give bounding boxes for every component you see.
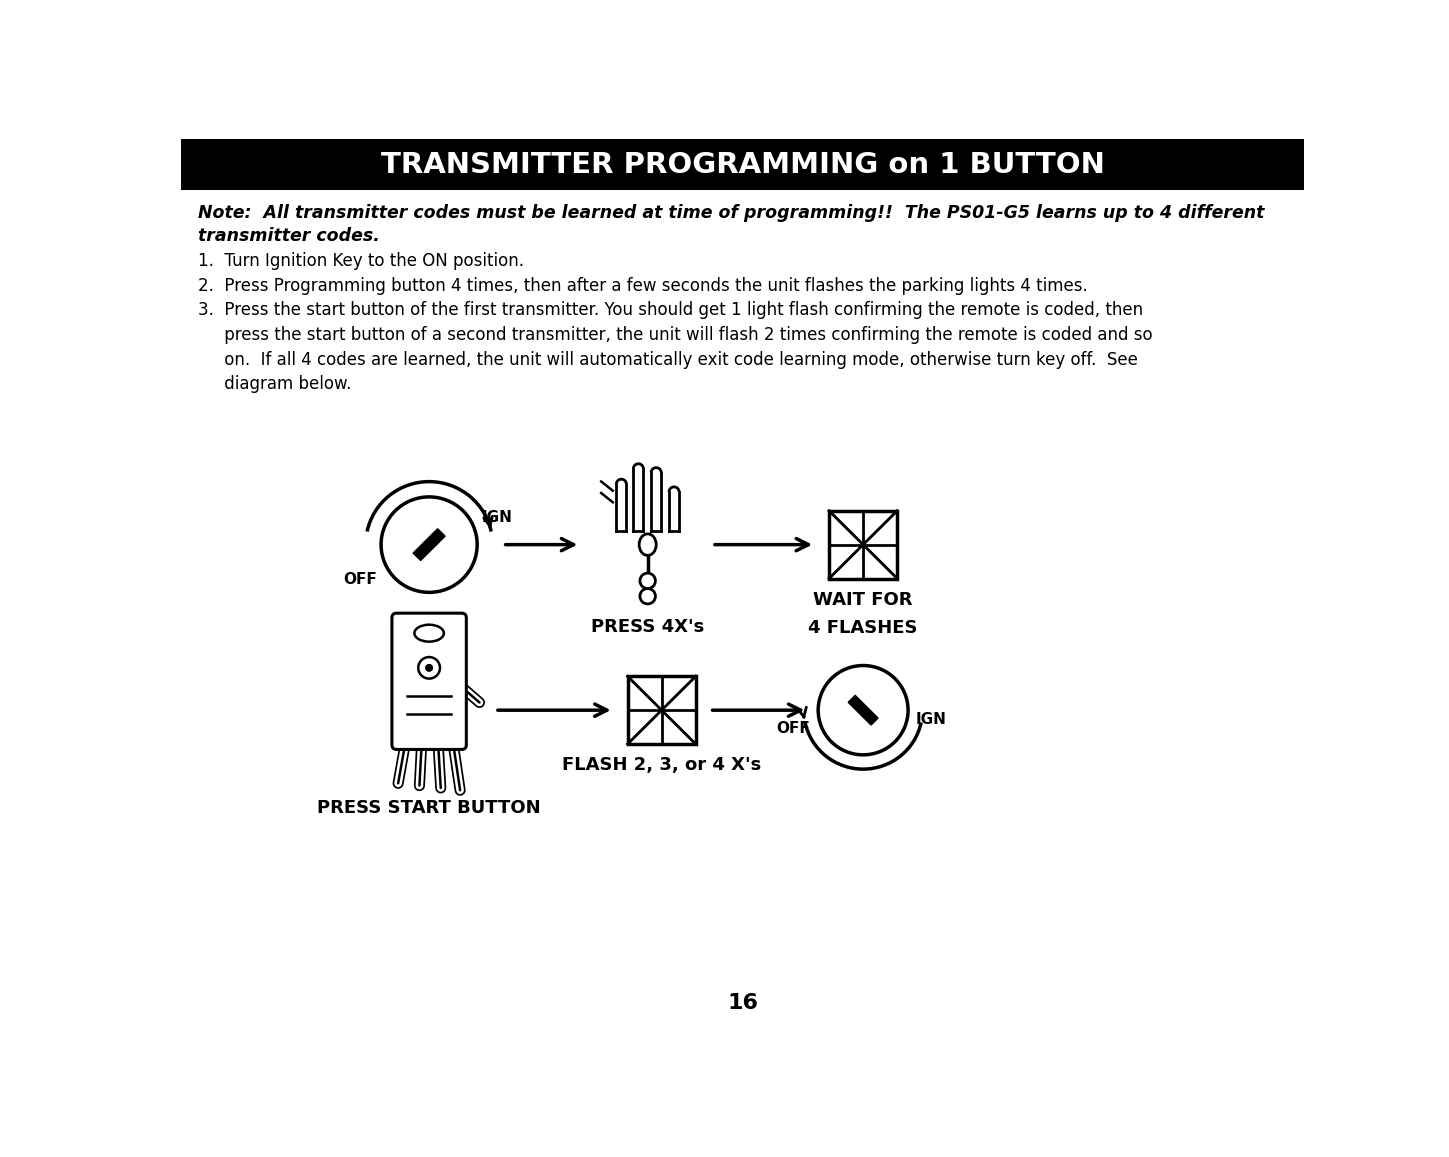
Circle shape — [640, 573, 655, 589]
Text: PRESS START BUTTON: PRESS START BUTTON — [317, 798, 540, 817]
Bar — [829, 510, 897, 578]
Text: 4 FLASHES: 4 FLASHES — [809, 619, 917, 638]
Text: IGN: IGN — [481, 510, 513, 525]
Text: transmitter codes.: transmitter codes. — [199, 228, 380, 245]
Text: 1.  Turn Ignition Key to the ON position.: 1. Turn Ignition Key to the ON position. — [199, 252, 525, 270]
Text: IGN: IGN — [916, 712, 946, 727]
Ellipse shape — [381, 496, 477, 592]
Text: TRANSMITTER PROGRAMMING on 1 BUTTON: TRANSMITTER PROGRAMMING on 1 BUTTON — [381, 150, 1104, 178]
Circle shape — [640, 589, 655, 604]
Text: press the start button of a second transmitter, the unit will flash 2 times conf: press the start button of a second trans… — [199, 326, 1153, 344]
Text: 16: 16 — [727, 993, 758, 1012]
Text: OFF: OFF — [343, 573, 377, 588]
Text: on.  If all 4 codes are learned, the unit will automatically exit code learning : on. If all 4 codes are learned, the unit… — [199, 351, 1137, 369]
FancyBboxPatch shape — [413, 529, 445, 560]
Bar — [627, 677, 696, 744]
FancyBboxPatch shape — [391, 613, 467, 750]
Circle shape — [425, 664, 433, 672]
Ellipse shape — [414, 625, 443, 642]
Text: 3.  Press the start button of the first transmitter. You should get 1 light flas: 3. Press the start button of the first t… — [199, 301, 1143, 319]
FancyBboxPatch shape — [181, 139, 1304, 191]
Text: 2.  Press Programming button 4 times, then after a few seconds the unit flashes : 2. Press Programming button 4 times, the… — [199, 277, 1088, 295]
FancyBboxPatch shape — [848, 695, 878, 725]
Ellipse shape — [819, 665, 909, 754]
Text: PRESS 4X's: PRESS 4X's — [591, 618, 704, 636]
Circle shape — [425, 664, 433, 672]
Text: FLASH 2, 3, or 4 X's: FLASH 2, 3, or 4 X's — [562, 756, 761, 774]
Text: WAIT FOR: WAIT FOR — [813, 591, 913, 609]
Ellipse shape — [639, 533, 656, 555]
Text: diagram below.: diagram below. — [199, 375, 352, 393]
Text: OFF: OFF — [775, 722, 810, 736]
Text: Note:  All transmitter codes must be learned at time of programming!!  The PS01-: Note: All transmitter codes must be lear… — [199, 205, 1265, 222]
Circle shape — [419, 657, 440, 679]
